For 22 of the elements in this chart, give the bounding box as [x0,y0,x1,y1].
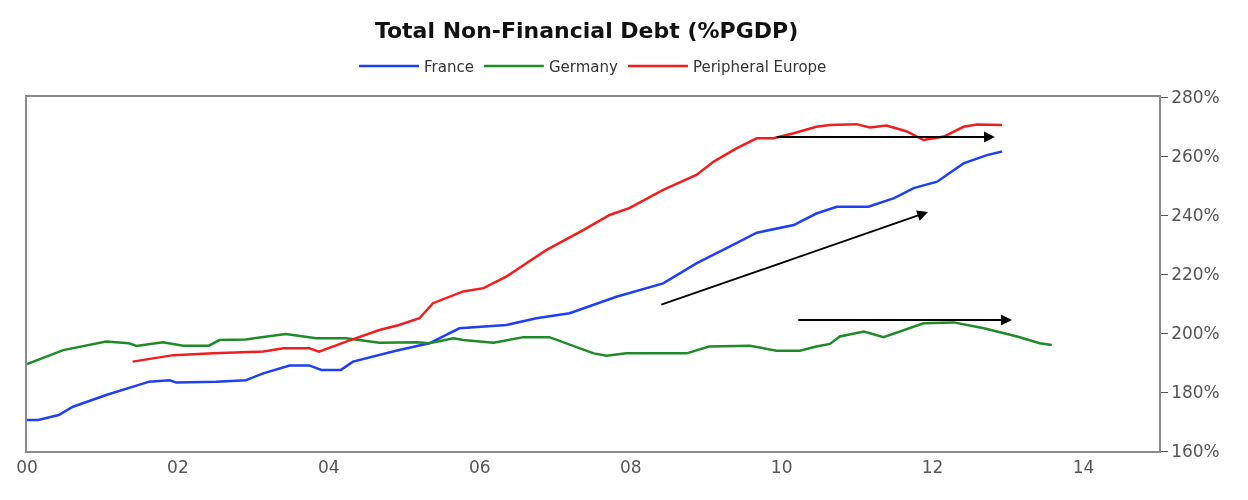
y-tick-label: 260% [1171,145,1220,166]
legend-label: France [424,57,474,76]
legend-label: Germany [548,57,618,76]
x-tick-label: 00 [16,457,38,478]
x-tick-label: 12 [921,457,944,478]
line-series [27,150,1004,422]
x-tick-label: 02 [167,457,189,478]
chart-title: Total Non-Financial Debt (%PGDP) [374,17,799,43]
line-series [131,122,1004,363]
x-tick-label: 04 [318,457,340,478]
x-tick-label: 08 [619,457,642,478]
y-tick-label: 160% [1171,440,1220,461]
x-tick-label: 14 [1072,457,1095,478]
y-tick-label: 200% [1171,322,1220,343]
y-tick-label: 180% [1171,381,1220,402]
x-tick-label: 06 [468,457,491,478]
x-tick-label: 10 [770,457,793,478]
legend-label: Peripheral Europe [692,57,827,76]
line-series [27,321,1054,366]
y-tick-label: 220% [1171,263,1220,284]
y-tick-label: 280% [1171,86,1220,107]
y-tick-label: 240% [1171,204,1220,225]
